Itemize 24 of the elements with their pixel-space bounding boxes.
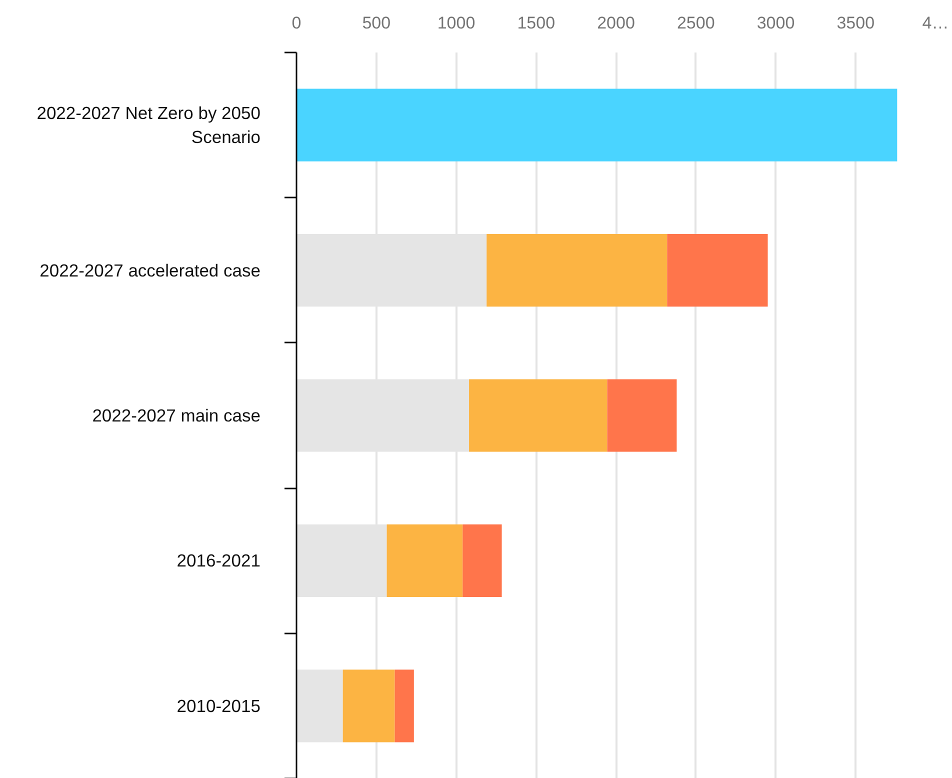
y-tick-label: 2022-2027 main case	[92, 406, 261, 426]
bar	[486, 234, 668, 307]
bar	[607, 379, 677, 452]
y-tick-label: 2016-2021	[176, 550, 261, 571]
x-tick-label: 1500	[517, 14, 556, 32]
y-tick-label: 2010-2015	[176, 696, 261, 716]
x-tick-label: 3000	[756, 14, 795, 32]
x-tick-label: 0	[292, 14, 302, 32]
bar	[296, 88, 898, 162]
y-tick-label: 2022-2027 Net Zero by 2050 Scenario	[36, 103, 261, 148]
x-tick-label: 2500	[676, 14, 715, 32]
bar	[394, 670, 414, 742]
x-tick-label: 1000	[437, 14, 476, 32]
x-tick-label: 2000	[597, 14, 635, 32]
bar	[386, 524, 463, 597]
y-tick-label: 2022-2027 accelerated case	[40, 260, 261, 280]
bar	[469, 379, 608, 452]
x-tick-label: 4…	[922, 14, 949, 32]
x-tick-label: 3500	[836, 14, 875, 32]
bar	[296, 670, 343, 742]
x-tick-label: 500	[362, 14, 391, 32]
bar	[342, 670, 395, 742]
bar	[462, 524, 502, 597]
bar	[667, 234, 768, 307]
